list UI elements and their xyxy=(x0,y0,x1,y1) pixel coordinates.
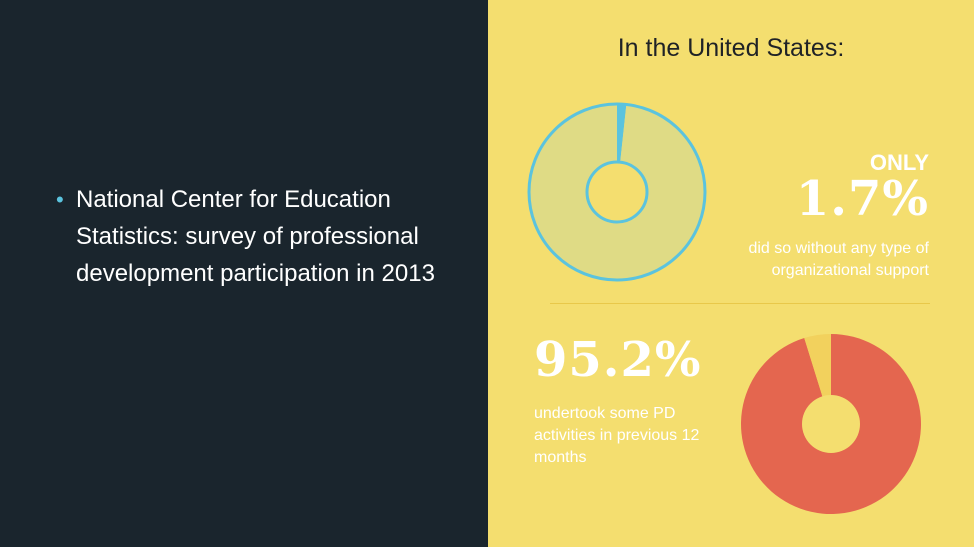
left-panel: • National Center for Education Statisti… xyxy=(0,0,488,547)
donut-outer-ring xyxy=(527,102,707,282)
stat1-label: ONLY xyxy=(869,150,929,175)
heading: In the United States: xyxy=(617,34,845,62)
stat2-description: undertook some PD activities in previous… xyxy=(534,405,700,466)
donut-chart-1 xyxy=(527,102,707,282)
stat1-description: did so without any type of organizationa… xyxy=(748,240,929,279)
bullet-dot-icon: • xyxy=(56,187,64,212)
bullet-item: • National Center for Education Statisti… xyxy=(56,181,436,292)
divider xyxy=(550,303,930,304)
bullet-text: National Center for Education Statistics… xyxy=(76,186,435,287)
donut-hole xyxy=(585,160,649,224)
donut-chart-2 xyxy=(741,334,921,514)
stat2-value: 95.2% xyxy=(534,332,702,388)
stat-block-1: ONLY 1.7% did so without any type of org… xyxy=(709,150,929,282)
stat1-value: 1.7% xyxy=(795,171,929,227)
donut-hole xyxy=(802,395,860,453)
right-panel: In the United States: ONLY 1.7% did so w… xyxy=(488,0,974,547)
stat-block-2: 95.2% undertook some PD activities in pr… xyxy=(534,335,714,469)
